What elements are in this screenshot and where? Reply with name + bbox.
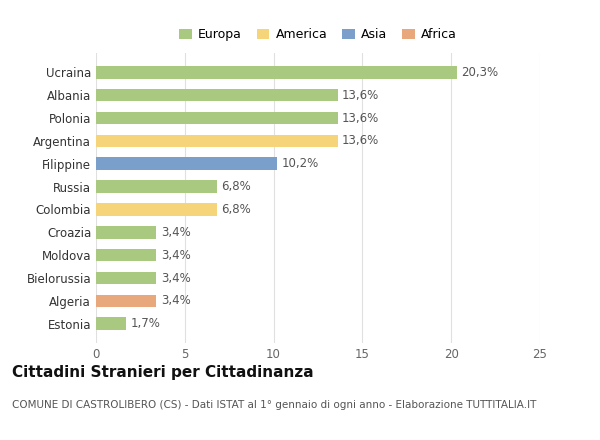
Text: 13,6%: 13,6%	[342, 88, 379, 102]
Text: 3,4%: 3,4%	[161, 226, 191, 239]
Text: 6,8%: 6,8%	[221, 203, 251, 216]
Bar	[96, 294, 157, 307]
Bar	[96, 89, 338, 102]
Text: 13,6%: 13,6%	[342, 111, 379, 125]
Text: 10,2%: 10,2%	[281, 157, 319, 170]
Text: 3,4%: 3,4%	[161, 271, 191, 285]
Bar	[96, 317, 126, 330]
Text: COMUNE DI CASTROLIBERO (CS) - Dati ISTAT al 1° gennaio di ogni anno - Elaborazio: COMUNE DI CASTROLIBERO (CS) - Dati ISTAT…	[12, 400, 536, 411]
Text: 3,4%: 3,4%	[161, 294, 191, 308]
Text: 13,6%: 13,6%	[342, 134, 379, 147]
Text: 20,3%: 20,3%	[461, 66, 498, 79]
Bar	[96, 226, 157, 238]
Bar	[96, 158, 277, 170]
Bar	[96, 249, 157, 261]
Text: 1,7%: 1,7%	[131, 317, 161, 330]
Bar	[96, 272, 157, 284]
Text: Cittadini Stranieri per Cittadinanza: Cittadini Stranieri per Cittadinanza	[12, 365, 314, 380]
Bar	[96, 66, 457, 79]
Text: 6,8%: 6,8%	[221, 180, 251, 193]
Text: 3,4%: 3,4%	[161, 249, 191, 262]
Bar	[96, 180, 217, 193]
Bar	[96, 135, 338, 147]
Bar	[96, 203, 217, 216]
Legend: Europa, America, Asia, Africa: Europa, America, Asia, Africa	[176, 26, 460, 44]
Bar	[96, 112, 338, 124]
